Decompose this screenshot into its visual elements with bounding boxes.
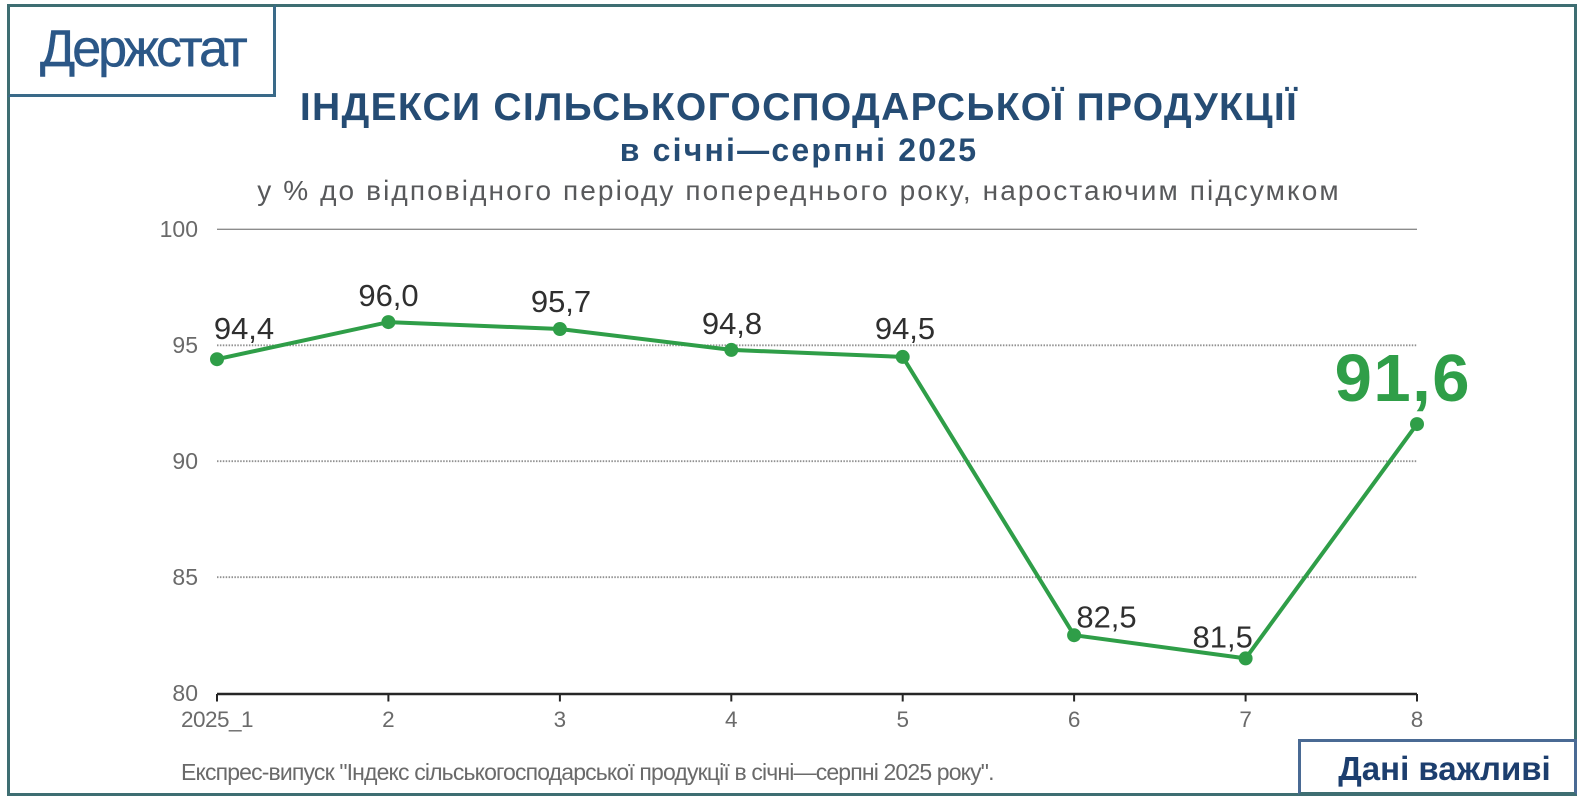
svg-text:6: 6 [1068, 707, 1081, 732]
svg-text:94,5: 94,5 [875, 311, 935, 346]
svg-text:81,5: 81,5 [1193, 619, 1253, 654]
svg-text:90: 90 [172, 448, 198, 474]
svg-text:82,5: 82,5 [1076, 600, 1136, 635]
svg-text:5: 5 [896, 707, 909, 732]
svg-text:100: 100 [160, 216, 198, 242]
svg-text:95,7: 95,7 [531, 284, 591, 319]
svg-text:94,8: 94,8 [702, 306, 762, 341]
svg-text:96,0: 96,0 [358, 278, 418, 313]
svg-text:8: 8 [1411, 707, 1424, 732]
svg-text:95: 95 [172, 332, 198, 358]
svg-text:80: 80 [172, 680, 198, 706]
svg-text:3: 3 [554, 707, 567, 732]
svg-text:4: 4 [725, 707, 738, 732]
svg-text:2: 2 [382, 707, 395, 732]
svg-text:94,4: 94,4 [214, 311, 274, 346]
svg-text:85: 85 [172, 564, 198, 590]
svg-text:2025_1: 2025_1 [181, 707, 253, 732]
svg-text:7: 7 [1239, 707, 1252, 732]
svg-text:91,6: 91,6 [1335, 341, 1471, 416]
